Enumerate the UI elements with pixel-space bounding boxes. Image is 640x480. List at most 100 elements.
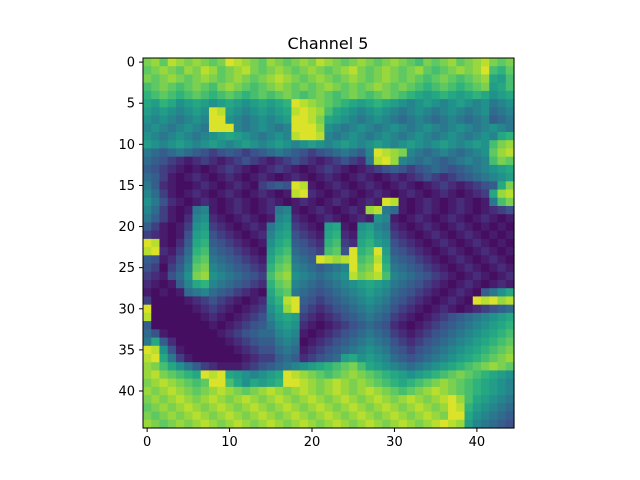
heatmap-cell bbox=[217, 362, 227, 372]
heatmap-cell bbox=[464, 206, 474, 215]
heatmap-cell bbox=[184, 181, 194, 191]
heatmap-cell bbox=[299, 148, 309, 158]
heatmap-cell bbox=[382, 189, 391, 199]
heatmap-cell bbox=[167, 82, 177, 92]
heatmap-cell bbox=[406, 263, 416, 273]
heatmap-cell bbox=[258, 255, 268, 265]
heatmap-cell bbox=[448, 123, 457, 133]
heatmap-cell bbox=[151, 263, 161, 273]
heatmap-cell bbox=[332, 411, 342, 421]
heatmap-cell bbox=[406, 419, 416, 429]
heatmap-cell bbox=[200, 156, 210, 166]
heatmap-cell bbox=[472, 280, 482, 289]
heatmap-cell bbox=[175, 296, 185, 306]
heatmap-cell bbox=[406, 255, 416, 265]
y-tick-label: 5 bbox=[127, 97, 135, 112]
heatmap-cell bbox=[184, 263, 194, 273]
heatmap-cell bbox=[258, 222, 268, 232]
heatmap-cell bbox=[233, 115, 243, 125]
heatmap-cell bbox=[217, 197, 227, 207]
heatmap-cell bbox=[357, 132, 367, 141]
heatmap-cell bbox=[357, 173, 367, 182]
heatmap-cell bbox=[423, 58, 433, 67]
heatmap-cell bbox=[406, 403, 416, 413]
heatmap-cell bbox=[456, 354, 466, 363]
heatmap-cell bbox=[423, 156, 433, 166]
heatmap-cell bbox=[208, 378, 218, 388]
heatmap-cell bbox=[365, 271, 375, 281]
heatmap-cell bbox=[398, 378, 408, 388]
heatmap-cell bbox=[233, 280, 243, 289]
heatmap-cell bbox=[283, 354, 292, 363]
heatmap-cell bbox=[431, 156, 441, 166]
heatmap-cell bbox=[406, 362, 416, 372]
heatmap-cell bbox=[291, 74, 301, 84]
heatmap-cell bbox=[448, 411, 457, 421]
heatmap-cell bbox=[472, 337, 482, 347]
heatmap-cell bbox=[159, 395, 169, 404]
heatmap-cell bbox=[489, 222, 499, 232]
heatmap-cell bbox=[497, 247, 507, 256]
heatmap-cell bbox=[167, 58, 177, 67]
heatmap-cell bbox=[241, 181, 251, 191]
heatmap-cell bbox=[299, 156, 309, 166]
heatmap-cell bbox=[349, 247, 358, 256]
heatmap-cell bbox=[225, 329, 235, 339]
heatmap-cell bbox=[365, 197, 375, 207]
heatmap-cell bbox=[225, 222, 235, 232]
heatmap-cell bbox=[274, 296, 284, 306]
heatmap-cell bbox=[489, 411, 499, 421]
heatmap-cell bbox=[143, 312, 152, 322]
heatmap-cell bbox=[250, 82, 260, 92]
heatmap-cell bbox=[497, 74, 507, 84]
heatmap-cell bbox=[258, 386, 268, 396]
heatmap-cell bbox=[175, 214, 185, 224]
heatmap-cell bbox=[324, 419, 334, 429]
heatmap-cell bbox=[365, 74, 375, 84]
heatmap-cell bbox=[250, 271, 260, 281]
heatmap-cell bbox=[439, 321, 449, 330]
heatmap-cell bbox=[291, 214, 301, 224]
heatmap-cell bbox=[406, 197, 416, 207]
heatmap-cell bbox=[274, 345, 284, 355]
heatmap-cell bbox=[365, 66, 375, 76]
heatmap-cell bbox=[143, 173, 152, 182]
heatmap-cell bbox=[398, 370, 408, 380]
heatmap-cell bbox=[415, 82, 424, 92]
heatmap-cell bbox=[489, 140, 499, 150]
heatmap-cell bbox=[217, 247, 227, 256]
heatmap-cell bbox=[497, 230, 507, 240]
heatmap-cell bbox=[332, 362, 342, 372]
heatmap-cell bbox=[448, 337, 457, 347]
heatmap-cell bbox=[241, 123, 251, 133]
heatmap-cell bbox=[159, 99, 169, 108]
heatmap-cell bbox=[200, 74, 210, 84]
heatmap-cell bbox=[151, 197, 161, 207]
heatmap-cell bbox=[241, 329, 251, 339]
heatmap-cell bbox=[217, 164, 227, 174]
heatmap-cell bbox=[365, 255, 375, 265]
heatmap-cell bbox=[382, 280, 391, 289]
heatmap-cell bbox=[332, 58, 342, 67]
heatmap-cell bbox=[332, 181, 342, 191]
heatmap-cell bbox=[349, 148, 358, 158]
heatmap-cell bbox=[398, 411, 408, 421]
heatmap-cell bbox=[332, 354, 342, 363]
heatmap-cell bbox=[349, 230, 358, 240]
heatmap-cell bbox=[398, 181, 408, 191]
heatmap-cell bbox=[225, 82, 235, 92]
heatmap-cell bbox=[456, 197, 466, 207]
heatmap-cell bbox=[390, 312, 400, 322]
heatmap-cell bbox=[241, 189, 251, 199]
heatmap-cell bbox=[357, 395, 367, 404]
heatmap-cell bbox=[481, 66, 490, 76]
heatmap-cell bbox=[382, 90, 391, 100]
heatmap-cell bbox=[250, 140, 260, 150]
heatmap-cell bbox=[349, 354, 358, 363]
heatmap-cell bbox=[431, 403, 441, 413]
heatmap-cell bbox=[192, 329, 202, 339]
heatmap-cell bbox=[143, 156, 152, 166]
heatmap-cell bbox=[448, 115, 457, 125]
heatmap-cell bbox=[489, 156, 499, 166]
heatmap-cells bbox=[143, 58, 515, 429]
